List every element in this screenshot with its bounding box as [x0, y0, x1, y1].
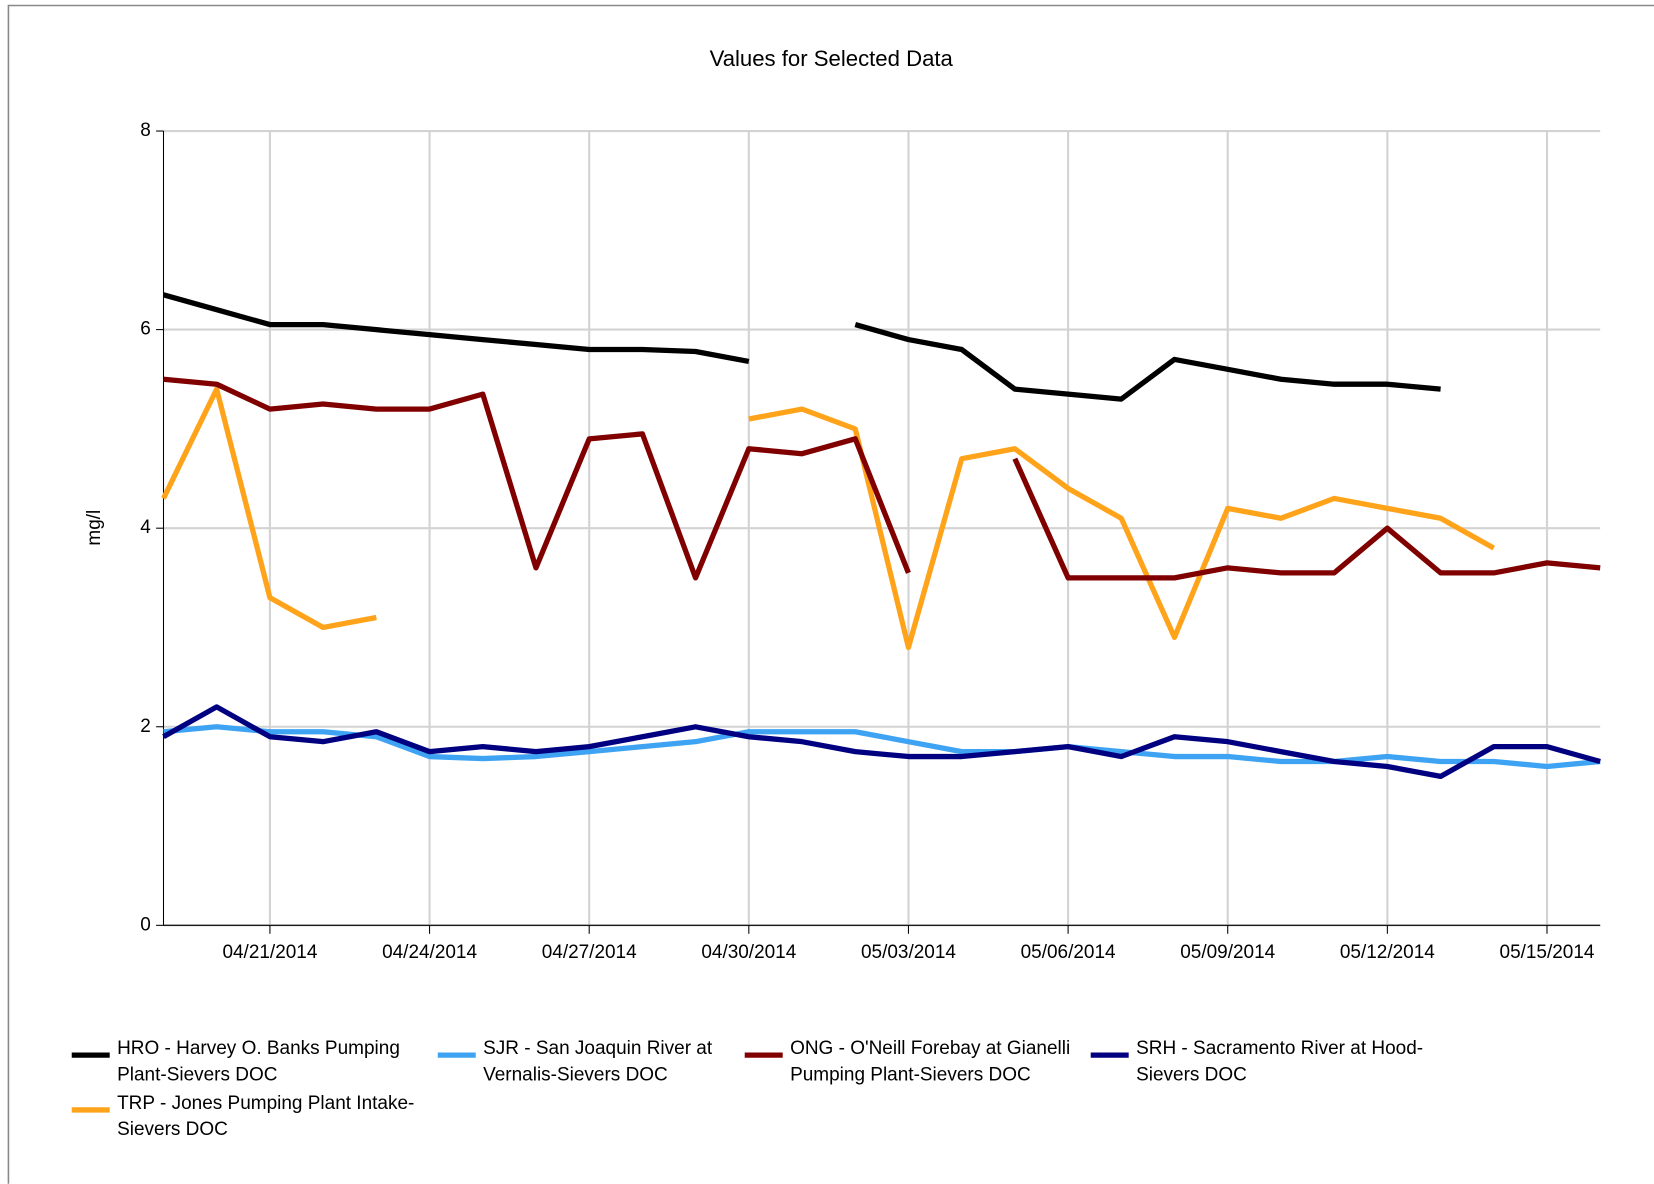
y-tick-label: 2 — [140, 716, 151, 737]
series-line — [163, 724, 1601, 770]
x-tick-label: 05/09/2014 — [1180, 942, 1275, 963]
legend-label: TRP - Jones Pumping Plant Intake-Sievers… — [117, 1091, 415, 1140]
legend-label: SJR - San Joaquin River at Vernalis-Siev… — [483, 1037, 713, 1085]
x-tick-label: 05/06/2014 — [1021, 942, 1116, 963]
y-tick-label: 4 — [140, 517, 151, 538]
x-tick-label: 05/15/2014 — [1500, 942, 1595, 963]
legend-item: SRH - Sacramento River at Hood-Sievers D… — [1136, 1037, 1424, 1085]
y-tick-label: 8 — [140, 120, 151, 141]
frame — [7, 4, 1654, 1184]
series-line — [163, 376, 1601, 581]
x-tick-label: 04/27/2014 — [542, 942, 637, 963]
legend-label: SRH - Sacramento River at Hood-Sievers D… — [1136, 1037, 1424, 1085]
series-line — [161, 386, 1496, 651]
legend-label: ONG - O'Neill Forebay at Gianelli Pumpin… — [790, 1037, 1071, 1085]
legend-item: SJR - San Joaquin River at Vernalis-Siev… — [483, 1037, 713, 1085]
x-tick-label: 04/24/2014 — [382, 942, 477, 963]
legend-item: ONG - O'Neill Forebay at Gianelli Pumpin… — [790, 1037, 1071, 1085]
y-axis-label: mg/l — [84, 510, 105, 546]
series-line — [162, 292, 1441, 402]
legend-label: HRO - Harvey O. Banks Pumping Plant-Siev… — [117, 1037, 400, 1085]
series-line — [162, 704, 1601, 780]
x-tick-label: 05/03/2014 — [861, 942, 956, 963]
x-tick-label: 05/12/2014 — [1340, 942, 1435, 963]
y-tick-label: 0 — [140, 914, 151, 935]
chart-title: Values for Selected Data — [710, 46, 954, 71]
legend-item: TRP - Jones Pumping Plant Intake-Sievers… — [117, 1091, 415, 1140]
x-tick-label: 04/21/2014 — [222, 942, 317, 963]
x-tick-label: 04/30/2014 — [701, 942, 796, 963]
legend-item: HRO - Harvey O. Banks Pumping Plant-Siev… — [117, 1037, 400, 1085]
y-tick-label: 6 — [140, 319, 151, 340]
